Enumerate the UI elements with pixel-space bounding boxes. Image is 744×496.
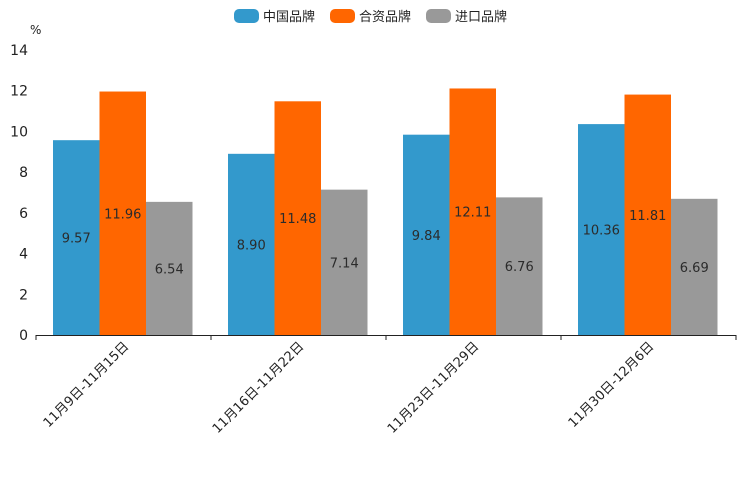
x-category-label: 11月23日-11月29日 [385, 339, 482, 436]
bar [671, 198, 718, 335]
value-label: 7.14 [330, 256, 359, 271]
value-label: 12.11 [454, 206, 491, 221]
value-label: 6.76 [505, 260, 534, 275]
y-tick-label: 4 [19, 247, 28, 263]
bar [321, 189, 368, 335]
y-tick-label: 10 [10, 124, 28, 140]
value-label: 11.48 [279, 212, 316, 227]
y-tick-label: 6 [19, 206, 28, 222]
legend-swatch [426, 9, 451, 23]
bar [146, 201, 193, 335]
value-label: 11.81 [629, 209, 666, 224]
bar [449, 88, 496, 335]
legend-swatch [330, 9, 355, 23]
bar [274, 101, 321, 335]
legend-label: 合资品牌 [359, 9, 411, 25]
bars [53, 88, 718, 336]
y-axis: 0 2 4 6 8 10 12 14 [10, 43, 28, 344]
y-tick-label: 0 [19, 328, 28, 344]
y-tick-label: 2 [19, 287, 28, 303]
y-tick-label: 12 [10, 84, 28, 100]
x-axis: 11月9日-11月15日 11月16日-11月22日 11月23日-11月29日 11… [35, 335, 737, 437]
value-label: 6.69 [680, 261, 709, 276]
bar [228, 153, 275, 335]
bar [624, 94, 671, 335]
value-label: 6.54 [155, 262, 184, 277]
legend-label: 进口品牌 [455, 9, 507, 25]
bar [53, 140, 100, 335]
bar [578, 124, 625, 335]
value-label: 9.57 [62, 232, 91, 247]
value-label: 9.84 [412, 229, 441, 244]
bar [496, 197, 543, 335]
value-label: 10.36 [583, 224, 620, 239]
x-category-label: 11月16日-11月22日 [210, 339, 307, 436]
y-tick-label: 14 [10, 43, 28, 59]
x-category-label: 11月30日-12月6日 [566, 339, 658, 431]
legend-label: 中国品牌 [263, 9, 315, 25]
y-axis-unit: % [30, 23, 41, 37]
value-label: 11.96 [104, 207, 141, 222]
bar [99, 91, 146, 336]
bar [403, 134, 450, 335]
legend-swatch [234, 9, 259, 23]
y-tick-label: 8 [19, 165, 28, 181]
legend: 中国品牌 合资品牌 进口品牌 [234, 9, 507, 25]
data-labels: 9.57 11.96 6.54 8.90 11.48 7.14 9.84 12.11 6.76 1… [62, 206, 709, 278]
value-label: 8.90 [237, 238, 266, 253]
x-category-label: 11月9日-11月15日 [41, 339, 133, 431]
